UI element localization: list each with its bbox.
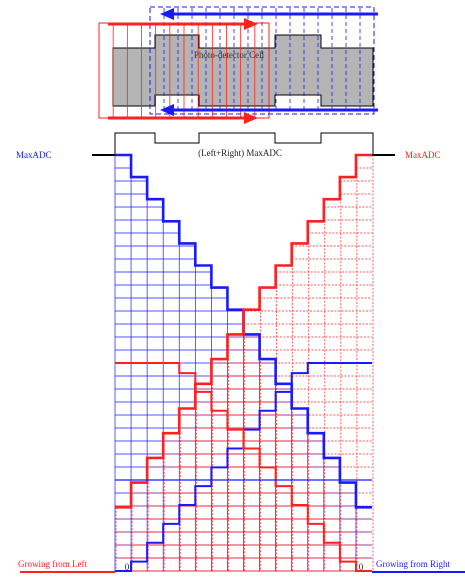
- right-zero-label: 0: [359, 562, 364, 572]
- blue-region-outline: [149, 6, 375, 115]
- blue-rising-staircase: [115, 362, 372, 572]
- cell-schematic: Photo-detector Cell: [98, 6, 378, 124]
- right-maxadc-label: MaxADC: [405, 150, 441, 160]
- right-caption: Growing from Right: [376, 559, 450, 569]
- left-caption: Growing from Left: [18, 559, 87, 569]
- blue-arrow-top-head: [160, 8, 174, 20]
- red-staircase: [115, 153, 372, 509]
- sum-maxadc-outline: [114, 132, 374, 154]
- red-slice-lines: [112, 24, 256, 117]
- blue-arrow-bottom-head: [160, 104, 174, 116]
- detector-body: [112, 34, 374, 107]
- left-zero-label: 0: [125, 562, 130, 572]
- red-rising-staircase: [115, 362, 372, 572]
- red-arrow-top-head: [244, 18, 258, 30]
- red-arrow-bottom-head: [244, 112, 258, 124]
- left-maxadc-label: MaxADC: [16, 150, 52, 160]
- adc-staircases: [115, 153, 372, 572]
- sum-maxadc-label: (Left+Right) MaxADC: [198, 148, 282, 158]
- cell-title: Photo-detector Cell: [194, 50, 265, 60]
